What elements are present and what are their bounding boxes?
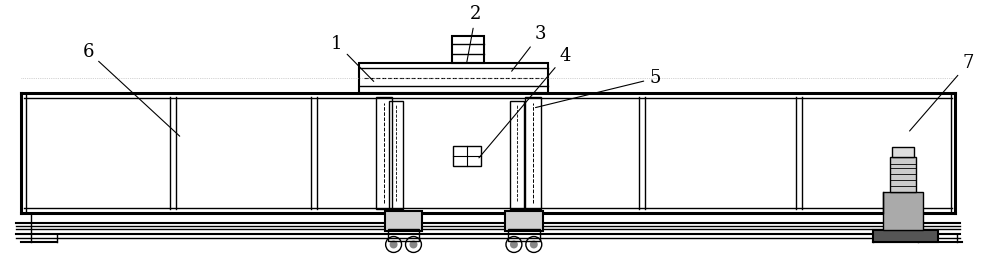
Circle shape xyxy=(896,201,916,221)
Bar xyxy=(376,97,392,209)
Text: 5: 5 xyxy=(536,70,661,108)
Text: 3: 3 xyxy=(512,25,546,71)
Text: 2: 2 xyxy=(467,5,482,63)
Bar xyxy=(385,211,422,230)
Bar xyxy=(892,147,914,157)
Bar xyxy=(389,101,403,209)
Circle shape xyxy=(410,240,417,249)
Text: 4: 4 xyxy=(479,46,571,158)
Bar xyxy=(883,192,923,230)
Circle shape xyxy=(530,240,538,249)
Bar xyxy=(505,211,543,230)
Bar xyxy=(510,101,524,209)
Circle shape xyxy=(510,240,518,249)
Bar xyxy=(388,229,419,240)
Text: 7: 7 xyxy=(910,54,974,131)
Text: 1: 1 xyxy=(331,34,374,81)
Bar xyxy=(359,63,548,93)
Text: 6: 6 xyxy=(82,43,180,136)
Bar xyxy=(890,157,916,192)
Bar xyxy=(453,146,481,166)
Bar xyxy=(873,230,938,242)
Bar xyxy=(508,229,540,240)
Bar xyxy=(525,97,541,209)
Circle shape xyxy=(390,240,398,249)
Bar xyxy=(452,36,484,63)
